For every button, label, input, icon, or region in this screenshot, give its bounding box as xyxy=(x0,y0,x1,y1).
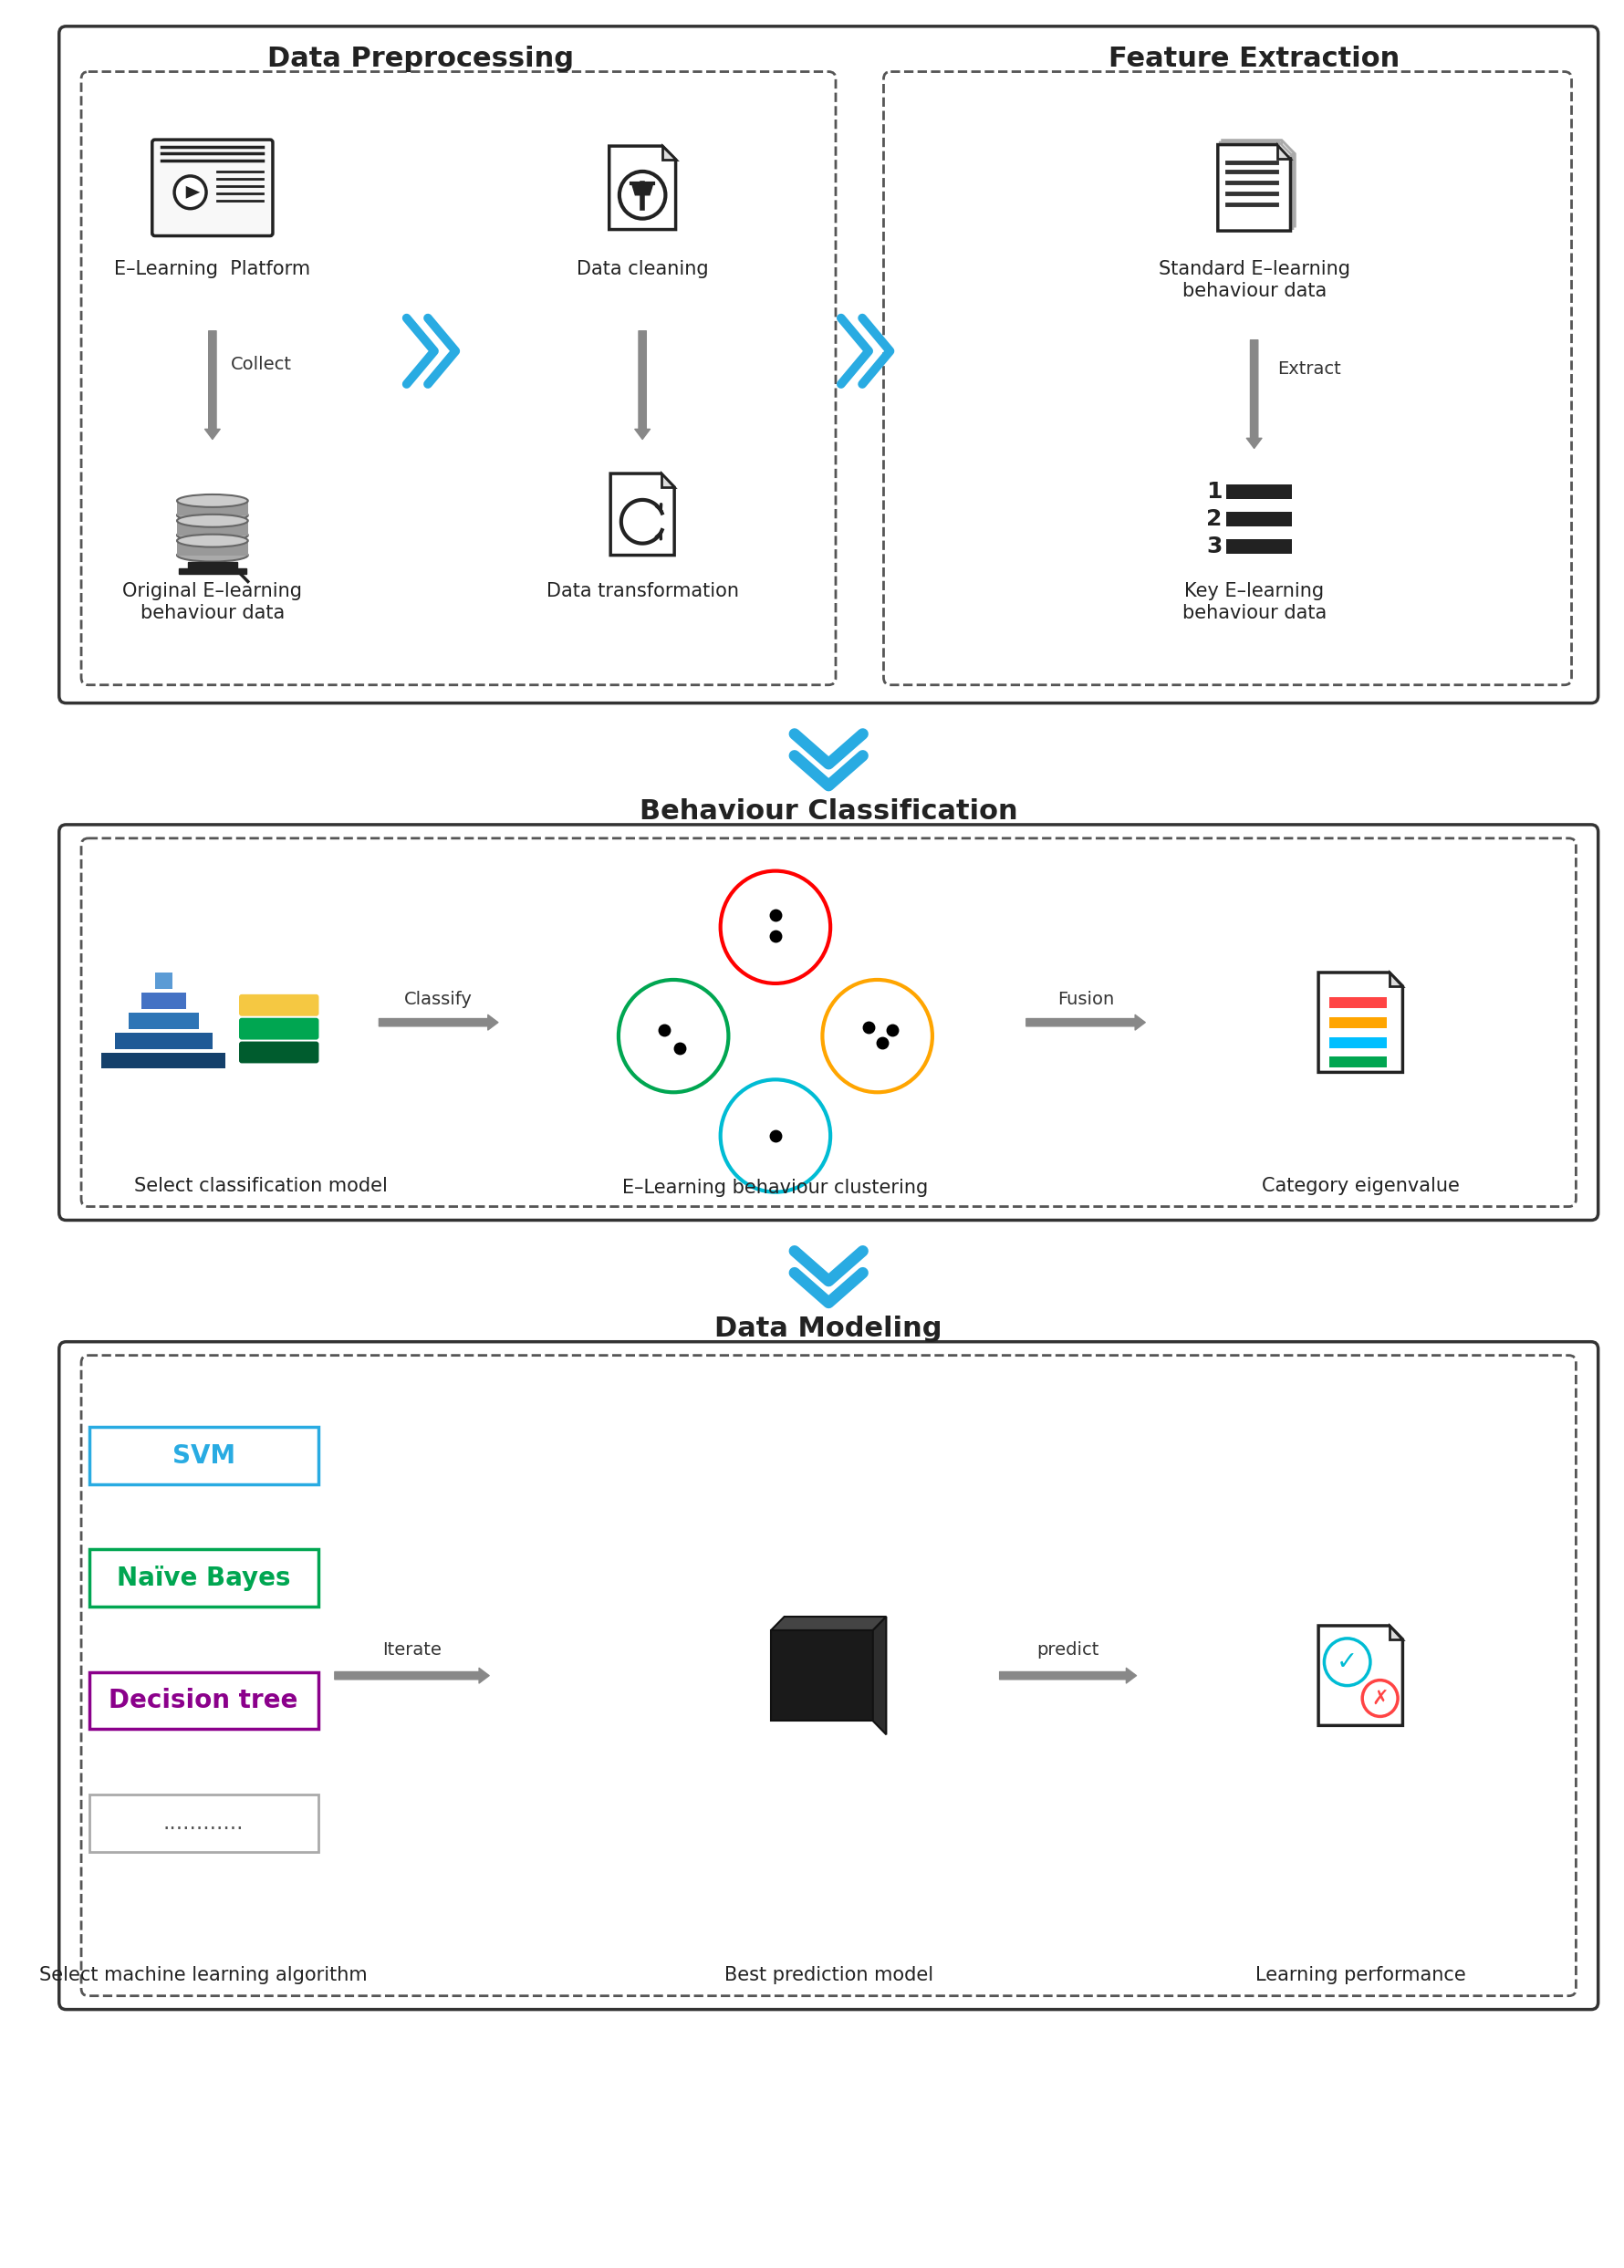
Text: predict: predict xyxy=(1036,1642,1099,1658)
FancyBboxPatch shape xyxy=(128,1012,200,1030)
Text: Naïve Bayes: Naïve Bayes xyxy=(117,1565,291,1590)
Text: ✗: ✗ xyxy=(1372,1690,1389,1708)
Text: Standard E–learning
behaviour data: Standard E–learning behaviour data xyxy=(1158,261,1350,299)
Polygon shape xyxy=(771,1631,874,1721)
FancyBboxPatch shape xyxy=(1330,998,1387,1007)
Circle shape xyxy=(822,980,932,1093)
FancyBboxPatch shape xyxy=(154,973,172,989)
FancyBboxPatch shape xyxy=(102,1052,226,1068)
FancyBboxPatch shape xyxy=(177,540,248,556)
Text: Data cleaning: Data cleaning xyxy=(577,261,708,279)
FancyBboxPatch shape xyxy=(153,141,273,236)
Text: Original E–learning
behaviour data: Original E–learning behaviour data xyxy=(122,583,302,621)
Text: SVM: SVM xyxy=(172,1442,235,1467)
Polygon shape xyxy=(661,474,674,488)
Ellipse shape xyxy=(177,535,248,547)
Polygon shape xyxy=(1218,145,1291,231)
Polygon shape xyxy=(1390,973,1403,987)
Polygon shape xyxy=(1319,1626,1403,1726)
FancyBboxPatch shape xyxy=(239,1018,318,1039)
Text: Data transformation: Data transformation xyxy=(546,583,739,601)
Polygon shape xyxy=(611,474,674,556)
Text: Iterate: Iterate xyxy=(382,1642,442,1658)
Circle shape xyxy=(619,172,666,218)
Text: Category eigenvalue: Category eigenvalue xyxy=(1262,1177,1460,1195)
Text: ✓: ✓ xyxy=(1337,1649,1358,1674)
Text: Select classification model: Select classification model xyxy=(135,1177,388,1195)
FancyBboxPatch shape xyxy=(177,522,248,535)
FancyBboxPatch shape xyxy=(239,1041,318,1064)
FancyBboxPatch shape xyxy=(239,993,318,1016)
Text: Feature Extraction: Feature Extraction xyxy=(1109,45,1400,73)
Text: Behaviour Classification: Behaviour Classification xyxy=(640,798,1018,826)
FancyBboxPatch shape xyxy=(115,1032,213,1048)
Text: Classify: Classify xyxy=(404,991,473,1009)
Circle shape xyxy=(174,177,206,209)
Polygon shape xyxy=(179,569,247,574)
Polygon shape xyxy=(874,1617,887,1735)
Polygon shape xyxy=(1319,973,1403,1073)
Circle shape xyxy=(721,871,830,984)
Polygon shape xyxy=(188,562,237,572)
FancyBboxPatch shape xyxy=(177,501,248,515)
Polygon shape xyxy=(632,184,653,195)
FancyBboxPatch shape xyxy=(1330,1057,1387,1068)
FancyBboxPatch shape xyxy=(89,1672,318,1728)
Polygon shape xyxy=(1281,141,1294,154)
Text: Select machine learning algorithm: Select machine learning algorithm xyxy=(39,1966,367,1984)
FancyBboxPatch shape xyxy=(89,1794,318,1851)
Circle shape xyxy=(721,1080,830,1193)
Text: 1: 1 xyxy=(1207,481,1223,503)
FancyBboxPatch shape xyxy=(89,1549,318,1606)
Ellipse shape xyxy=(177,549,248,562)
Polygon shape xyxy=(1280,143,1293,156)
FancyBboxPatch shape xyxy=(1226,513,1293,526)
Text: Fusion: Fusion xyxy=(1057,991,1114,1009)
Circle shape xyxy=(619,980,729,1093)
FancyBboxPatch shape xyxy=(141,993,185,1009)
Ellipse shape xyxy=(177,508,248,522)
FancyBboxPatch shape xyxy=(89,1427,318,1483)
Text: Best prediction model: Best prediction model xyxy=(724,1966,934,1984)
FancyBboxPatch shape xyxy=(1330,1016,1387,1027)
FancyBboxPatch shape xyxy=(1226,485,1293,499)
FancyBboxPatch shape xyxy=(1226,540,1293,553)
Polygon shape xyxy=(185,186,200,200)
Polygon shape xyxy=(1223,141,1294,227)
Text: E–Learning  Platform: E–Learning Platform xyxy=(114,261,310,279)
FancyBboxPatch shape xyxy=(1330,1036,1387,1048)
Text: Extract: Extract xyxy=(1278,361,1341,379)
Polygon shape xyxy=(609,145,676,229)
Text: Collect: Collect xyxy=(231,356,292,374)
Text: Data Preprocessing: Data Preprocessing xyxy=(268,45,573,73)
Text: Data Modeling: Data Modeling xyxy=(715,1315,942,1343)
Ellipse shape xyxy=(177,528,248,542)
Text: Decision tree: Decision tree xyxy=(109,1687,299,1712)
Polygon shape xyxy=(663,145,676,159)
Text: 2: 2 xyxy=(1207,508,1223,531)
Text: 3: 3 xyxy=(1207,535,1223,558)
Polygon shape xyxy=(1276,145,1291,159)
Text: ............: ............ xyxy=(164,1812,244,1835)
Circle shape xyxy=(1363,1681,1398,1717)
Polygon shape xyxy=(771,1617,887,1631)
Polygon shape xyxy=(1390,1626,1403,1640)
Ellipse shape xyxy=(177,494,248,508)
Text: Learning performance: Learning performance xyxy=(1255,1966,1466,1984)
Text: E–Learning behaviour clustering: E–Learning behaviour clustering xyxy=(622,1179,929,1198)
Circle shape xyxy=(1324,1637,1371,1685)
Text: Key E–learning
behaviour data: Key E–learning behaviour data xyxy=(1182,583,1327,621)
Ellipse shape xyxy=(177,515,248,526)
Polygon shape xyxy=(1220,143,1293,229)
